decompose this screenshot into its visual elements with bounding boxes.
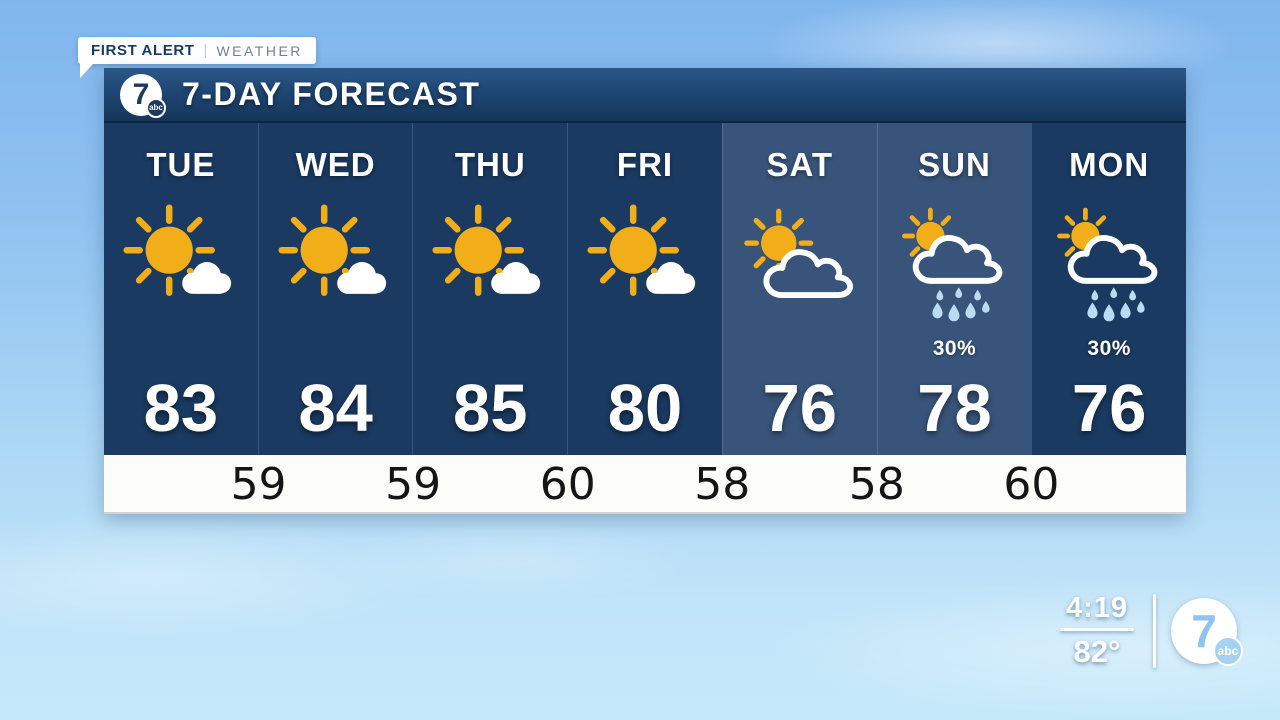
high-temp: 76	[1071, 370, 1147, 446]
day-label: SUN	[918, 146, 991, 183]
time-temp-block: 4:19 82°	[1056, 592, 1138, 670]
precip-chance: 30%	[932, 337, 977, 360]
current-temp: 82°	[1073, 634, 1121, 669]
forecast-day-column: SAT 76	[721, 123, 877, 455]
badge-tail	[80, 64, 93, 78]
weather-icon	[276, 189, 396, 335]
low-temp: 59	[230, 459, 287, 510]
low-temp: 60	[539, 459, 596, 510]
low-temp: 60	[1003, 459, 1060, 510]
first-alert-weather-badge: FIRST ALERT | WEATHER	[78, 37, 316, 64]
seven-glyph: 7	[132, 77, 150, 111]
bug-vertical-bar	[1153, 594, 1156, 668]
forecast-columns: TUE 83 WED	[104, 123, 1187, 455]
high-temp: 80	[607, 370, 683, 446]
bug-divider-line	[1060, 628, 1134, 631]
channel-7-abc-logo: 7 abc	[120, 73, 166, 118]
day-label: WED	[295, 146, 376, 183]
forecast-title: 7-DAY FORECAST	[182, 76, 481, 112]
seven-glyph: 7	[1191, 605, 1217, 657]
weather-icon	[740, 189, 860, 335]
day-label: SAT	[766, 146, 834, 183]
abc-network-icon: abc	[146, 97, 166, 118]
overnight-lows-strip: 59 59 60 58 58 60	[104, 455, 1186, 514]
forecast-day-column: MON 30% 76	[1031, 123, 1187, 455]
abc-network-icon: abc	[1213, 636, 1243, 666]
precip-chance: 30%	[1087, 337, 1131, 360]
low-temp: 58	[848, 459, 905, 510]
time-temp-bug: 4:19 82° 7 abc	[1056, 592, 1243, 670]
weather-icon	[121, 189, 241, 335]
forecast-header: 7 abc 7-DAY FORECAST	[104, 68, 1186, 123]
forecast-day-column: SUN 30% 78	[876, 123, 1032, 455]
high-temp: 83	[143, 370, 219, 446]
badge-divider: |	[203, 42, 208, 59]
first-alert-label: FIRST ALERT	[91, 42, 195, 59]
weather-icon	[430, 189, 550, 335]
forecast-day-column: TUE 83	[104, 123, 258, 455]
forecast-day-column: THU 85	[412, 123, 568, 455]
day-label: TUE	[146, 146, 216, 183]
weather-icon	[1049, 189, 1169, 335]
day-label: THU	[454, 146, 526, 183]
weather-icon	[894, 189, 1014, 335]
weather-icon	[585, 189, 705, 335]
forecast-day-column: WED 84	[257, 123, 413, 455]
forecast-day-column: FRI 80	[567, 123, 722, 455]
high-temp: 84	[298, 370, 373, 446]
seven-day-forecast-panel: 7 abc 7-DAY FORECAST TUE 83 WED	[104, 68, 1187, 514]
high-temp: 76	[762, 370, 837, 446]
high-temp: 78	[917, 370, 992, 446]
high-temp: 85	[453, 370, 528, 446]
weather-label: WEATHER	[216, 42, 303, 59]
channel-7-abc-bug-logo: 7 abc	[1171, 598, 1243, 666]
clock-time: 4:19	[1065, 592, 1129, 624]
low-temp: 58	[694, 459, 751, 510]
low-temp: 59	[385, 459, 442, 510]
day-label: MON	[1069, 146, 1150, 183]
day-label: FRI	[616, 146, 674, 183]
